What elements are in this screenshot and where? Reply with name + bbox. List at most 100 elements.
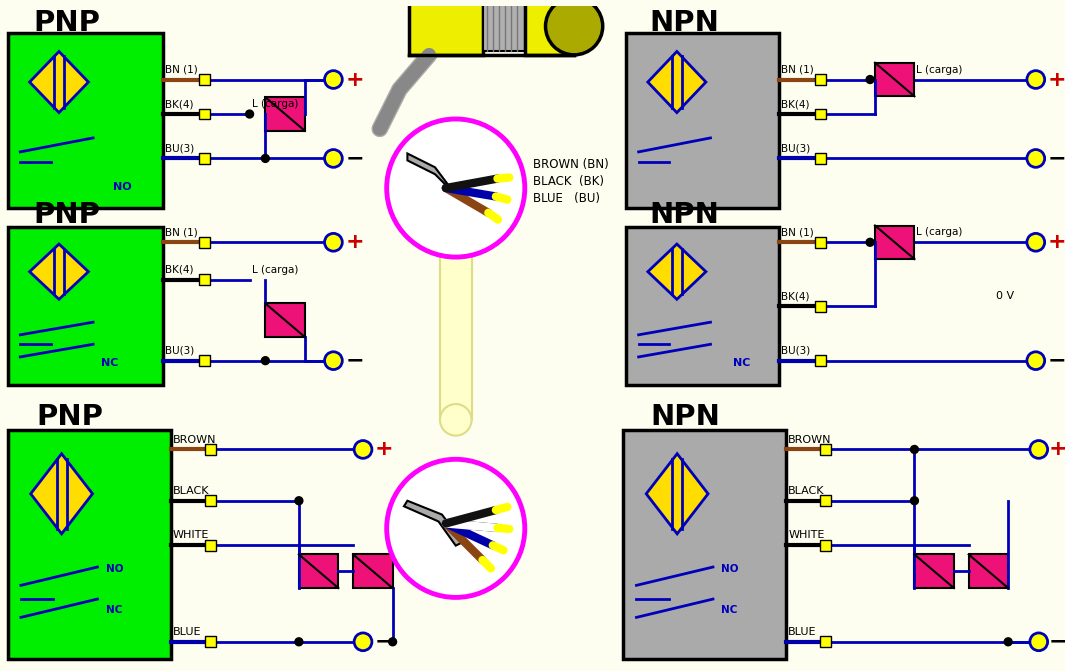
Text: NC: NC <box>105 605 121 615</box>
Polygon shape <box>646 454 708 534</box>
Circle shape <box>911 497 918 505</box>
Circle shape <box>389 638 396 646</box>
Text: NPN: NPN <box>651 403 720 431</box>
Circle shape <box>387 119 525 257</box>
Circle shape <box>325 234 342 251</box>
Text: +: + <box>345 232 364 252</box>
Text: BN (1): BN (1) <box>165 227 197 238</box>
Circle shape <box>355 441 372 458</box>
Text: NO: NO <box>113 183 132 193</box>
Text: NO: NO <box>105 564 124 574</box>
Circle shape <box>1030 633 1048 651</box>
Bar <box>204 636 215 648</box>
Bar <box>204 495 215 506</box>
Text: BLUE   (BU): BLUE (BU) <box>532 192 600 205</box>
Bar <box>204 539 215 550</box>
Bar <box>875 63 915 96</box>
Text: L (carga): L (carga) <box>916 64 963 74</box>
Bar <box>875 225 915 259</box>
Bar <box>969 554 1009 588</box>
Text: BLACK: BLACK <box>173 486 209 496</box>
Text: NC: NC <box>721 605 737 615</box>
Circle shape <box>325 352 342 370</box>
Text: +: + <box>1048 232 1065 252</box>
Text: +: + <box>1048 70 1065 89</box>
Text: NC: NC <box>101 358 118 368</box>
Circle shape <box>1027 234 1045 251</box>
Bar <box>199 74 210 85</box>
Text: NO: NO <box>721 564 739 574</box>
Text: NC: NC <box>734 358 751 368</box>
Bar <box>816 355 826 366</box>
Polygon shape <box>31 454 93 534</box>
Circle shape <box>325 70 342 89</box>
Text: BN (1): BN (1) <box>165 64 197 74</box>
Circle shape <box>1030 441 1048 458</box>
Bar <box>626 227 780 385</box>
Text: BK(4): BK(4) <box>165 99 193 109</box>
Bar <box>354 554 393 588</box>
Bar <box>7 429 170 658</box>
Text: −: − <box>345 148 364 168</box>
Circle shape <box>246 110 253 118</box>
Bar <box>820 636 831 648</box>
Text: WHITE: WHITE <box>788 530 824 540</box>
Circle shape <box>1027 150 1045 167</box>
Text: +: + <box>345 70 364 89</box>
Text: BROWN: BROWN <box>788 435 832 444</box>
Text: BK(4): BK(4) <box>165 265 193 275</box>
Text: BK(4): BK(4) <box>782 291 809 301</box>
Bar <box>7 227 163 385</box>
Bar <box>409 0 484 55</box>
Text: −: − <box>345 351 364 370</box>
Text: −: − <box>1048 148 1065 168</box>
Circle shape <box>295 497 302 505</box>
Circle shape <box>261 357 269 364</box>
Circle shape <box>1027 70 1045 89</box>
Bar <box>816 153 826 164</box>
Bar <box>484 1 525 51</box>
Bar <box>915 554 954 588</box>
Bar <box>820 539 831 550</box>
Polygon shape <box>404 501 462 546</box>
Text: PNP: PNP <box>33 201 100 229</box>
Bar <box>199 153 210 164</box>
Circle shape <box>295 638 302 646</box>
Bar <box>199 274 210 285</box>
Polygon shape <box>648 52 706 113</box>
Bar <box>199 109 210 119</box>
Text: PNP: PNP <box>36 403 103 431</box>
Text: BLACK: BLACK <box>788 486 824 496</box>
Circle shape <box>911 446 918 454</box>
Circle shape <box>355 633 372 651</box>
Circle shape <box>1027 352 1045 370</box>
Bar <box>623 429 786 658</box>
Text: BU(3): BU(3) <box>782 346 810 356</box>
Text: +: + <box>375 440 393 460</box>
Bar <box>820 444 831 455</box>
Text: PNP: PNP <box>33 9 100 37</box>
Text: L (carga): L (carga) <box>916 227 963 238</box>
Circle shape <box>1004 638 1012 646</box>
Polygon shape <box>30 52 88 113</box>
Text: BU(3): BU(3) <box>165 346 194 356</box>
Circle shape <box>545 0 603 55</box>
Bar <box>816 237 826 248</box>
Text: BLACK  (BK): BLACK (BK) <box>532 175 604 188</box>
Text: 0 V: 0 V <box>997 291 1015 301</box>
Text: +: + <box>1049 440 1065 460</box>
Bar <box>199 355 210 366</box>
Bar <box>265 97 305 131</box>
Text: BN (1): BN (1) <box>782 64 814 74</box>
Text: −: − <box>375 632 393 652</box>
Bar <box>525 0 574 55</box>
Bar <box>7 33 163 208</box>
Circle shape <box>325 150 342 167</box>
Bar <box>440 257 472 420</box>
Text: −: − <box>1048 351 1065 370</box>
Circle shape <box>387 460 525 597</box>
Polygon shape <box>648 244 706 299</box>
Circle shape <box>866 76 874 83</box>
Bar <box>626 33 780 208</box>
Circle shape <box>440 404 472 435</box>
